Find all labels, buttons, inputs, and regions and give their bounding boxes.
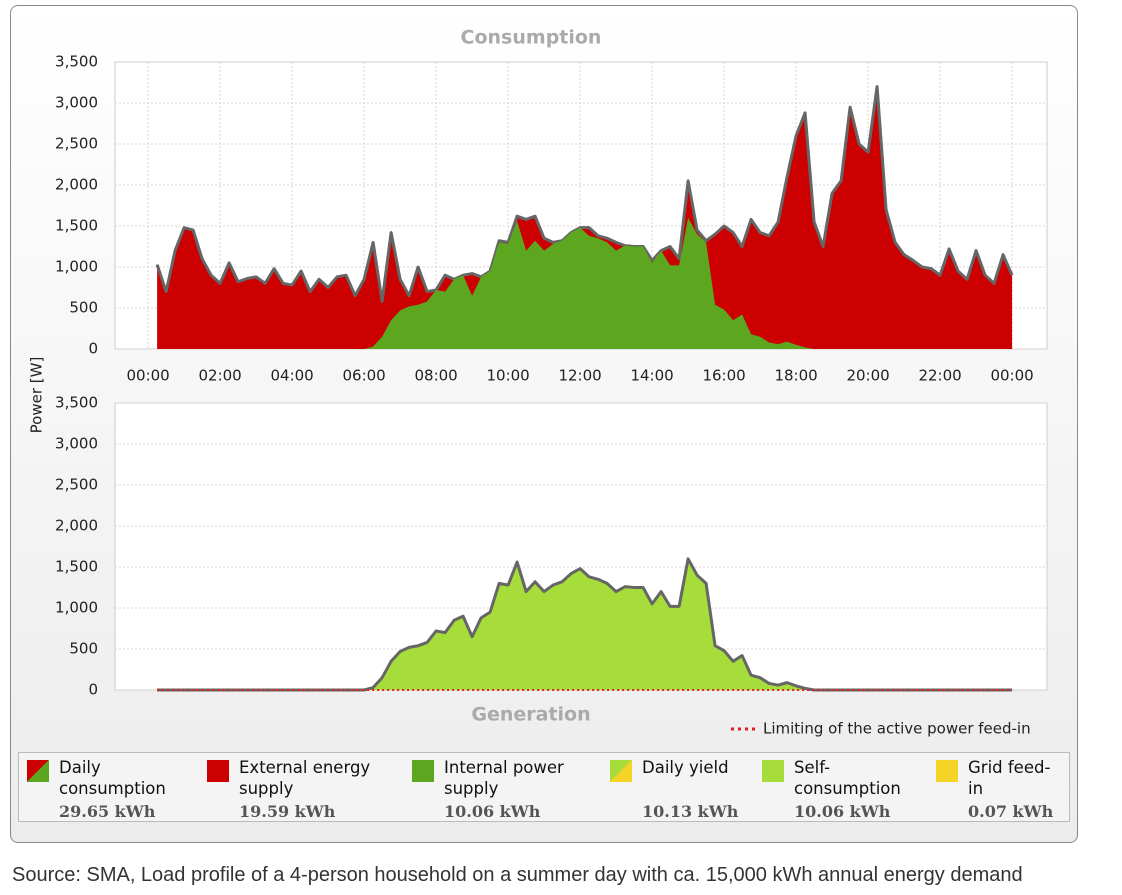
y-tick-label: 3,000 [55,435,98,453]
x-tick-label: 02:00 [198,367,241,385]
legend-item: Daily yield 10.13 kWh [610,757,762,821]
legend-item: Internal power supply 10.06 kWh [412,757,604,821]
x-tick-label: 00:00 [990,367,1033,385]
legend-label: Internal power supply [444,758,564,798]
legend-swatch [207,760,229,782]
legend-item: Daily consumption 29.65 kWh [27,757,199,821]
y-tick-label: 3,500 [55,53,98,71]
legend-total: 10.06 kWh [794,802,891,821]
legend-total: 10.06 kWh [444,802,541,821]
area-outline [155,85,1014,303]
legend-swatch [762,760,784,782]
y-tick-label: 1,000 [55,599,98,617]
y-tick-label: 2,500 [55,135,98,153]
legend: Daily consumption 29.65 kWh External energ… [18,752,1070,822]
chart-title: Generation [471,704,590,726]
legend-swatch [412,760,434,782]
x-tick-label: 22:00 [918,367,961,385]
legend-label: Daily yield [642,758,729,777]
x-tick-label: 16:00 [702,367,745,385]
source-caption: Source: SMA, Load profile of a 4-person … [12,864,1023,886]
area-outline [157,557,1013,692]
area [157,86,1013,349]
legend-total: 29.65 kWh [59,802,156,821]
x-tick-label: 00:00 [127,367,170,385]
legend-total: 0.07 kWh [968,802,1054,821]
area [157,217,1013,349]
limit-legend-label: Limiting of the active power feed-in [763,720,1031,738]
legend-swatch [610,760,632,782]
legend-swatch [936,760,958,782]
legend-label: Grid feed-in [968,758,1051,798]
y-tick-label: 3,500 [55,394,98,412]
y-tick-label: 500 [69,640,98,658]
x-tick-label: 04:00 [270,367,313,385]
legend-total: 19.59 kWh [239,802,336,821]
y-axis-label: Power [W] [28,357,46,434]
y-tick-label: 0 [88,681,98,699]
y-tick-label: 3,000 [55,94,98,112]
x-tick-label: 20:00 [846,367,889,385]
y-tick-label: 2,000 [55,176,98,194]
x-tick-label: 14:00 [630,367,673,385]
x-tick-label: 06:00 [342,367,385,385]
y-tick-label: 1,500 [55,558,98,576]
area [157,558,1013,690]
x-tick-label: 08:00 [414,367,457,385]
y-tick-label: 2,000 [55,517,98,535]
legend-label: Daily consumption [59,758,166,798]
y-tick-label: 1,500 [55,217,98,235]
legend-swatch [27,760,49,782]
x-tick-label: 18:00 [774,367,817,385]
legend-label: Self-consumption [794,758,901,798]
y-tick-label: 0 [88,340,98,358]
legend-item: Grid feed-in 0.07 kWh [936,757,1063,821]
x-tick-label: 10:00 [486,367,529,385]
legend-total: 10.13 kWh [642,802,739,821]
legend-item: Self-consumption 10.06 kWh [762,757,904,821]
legend-item: External energy supply 19.59 kWh [207,757,389,821]
x-tick-label: 12:00 [558,367,601,385]
y-tick-label: 1,000 [55,258,98,276]
y-tick-label: 2,500 [55,476,98,494]
y-tick-label: 500 [69,299,98,317]
chart-title: Consumption [461,27,602,49]
legend-label: External energy supply [239,758,371,798]
